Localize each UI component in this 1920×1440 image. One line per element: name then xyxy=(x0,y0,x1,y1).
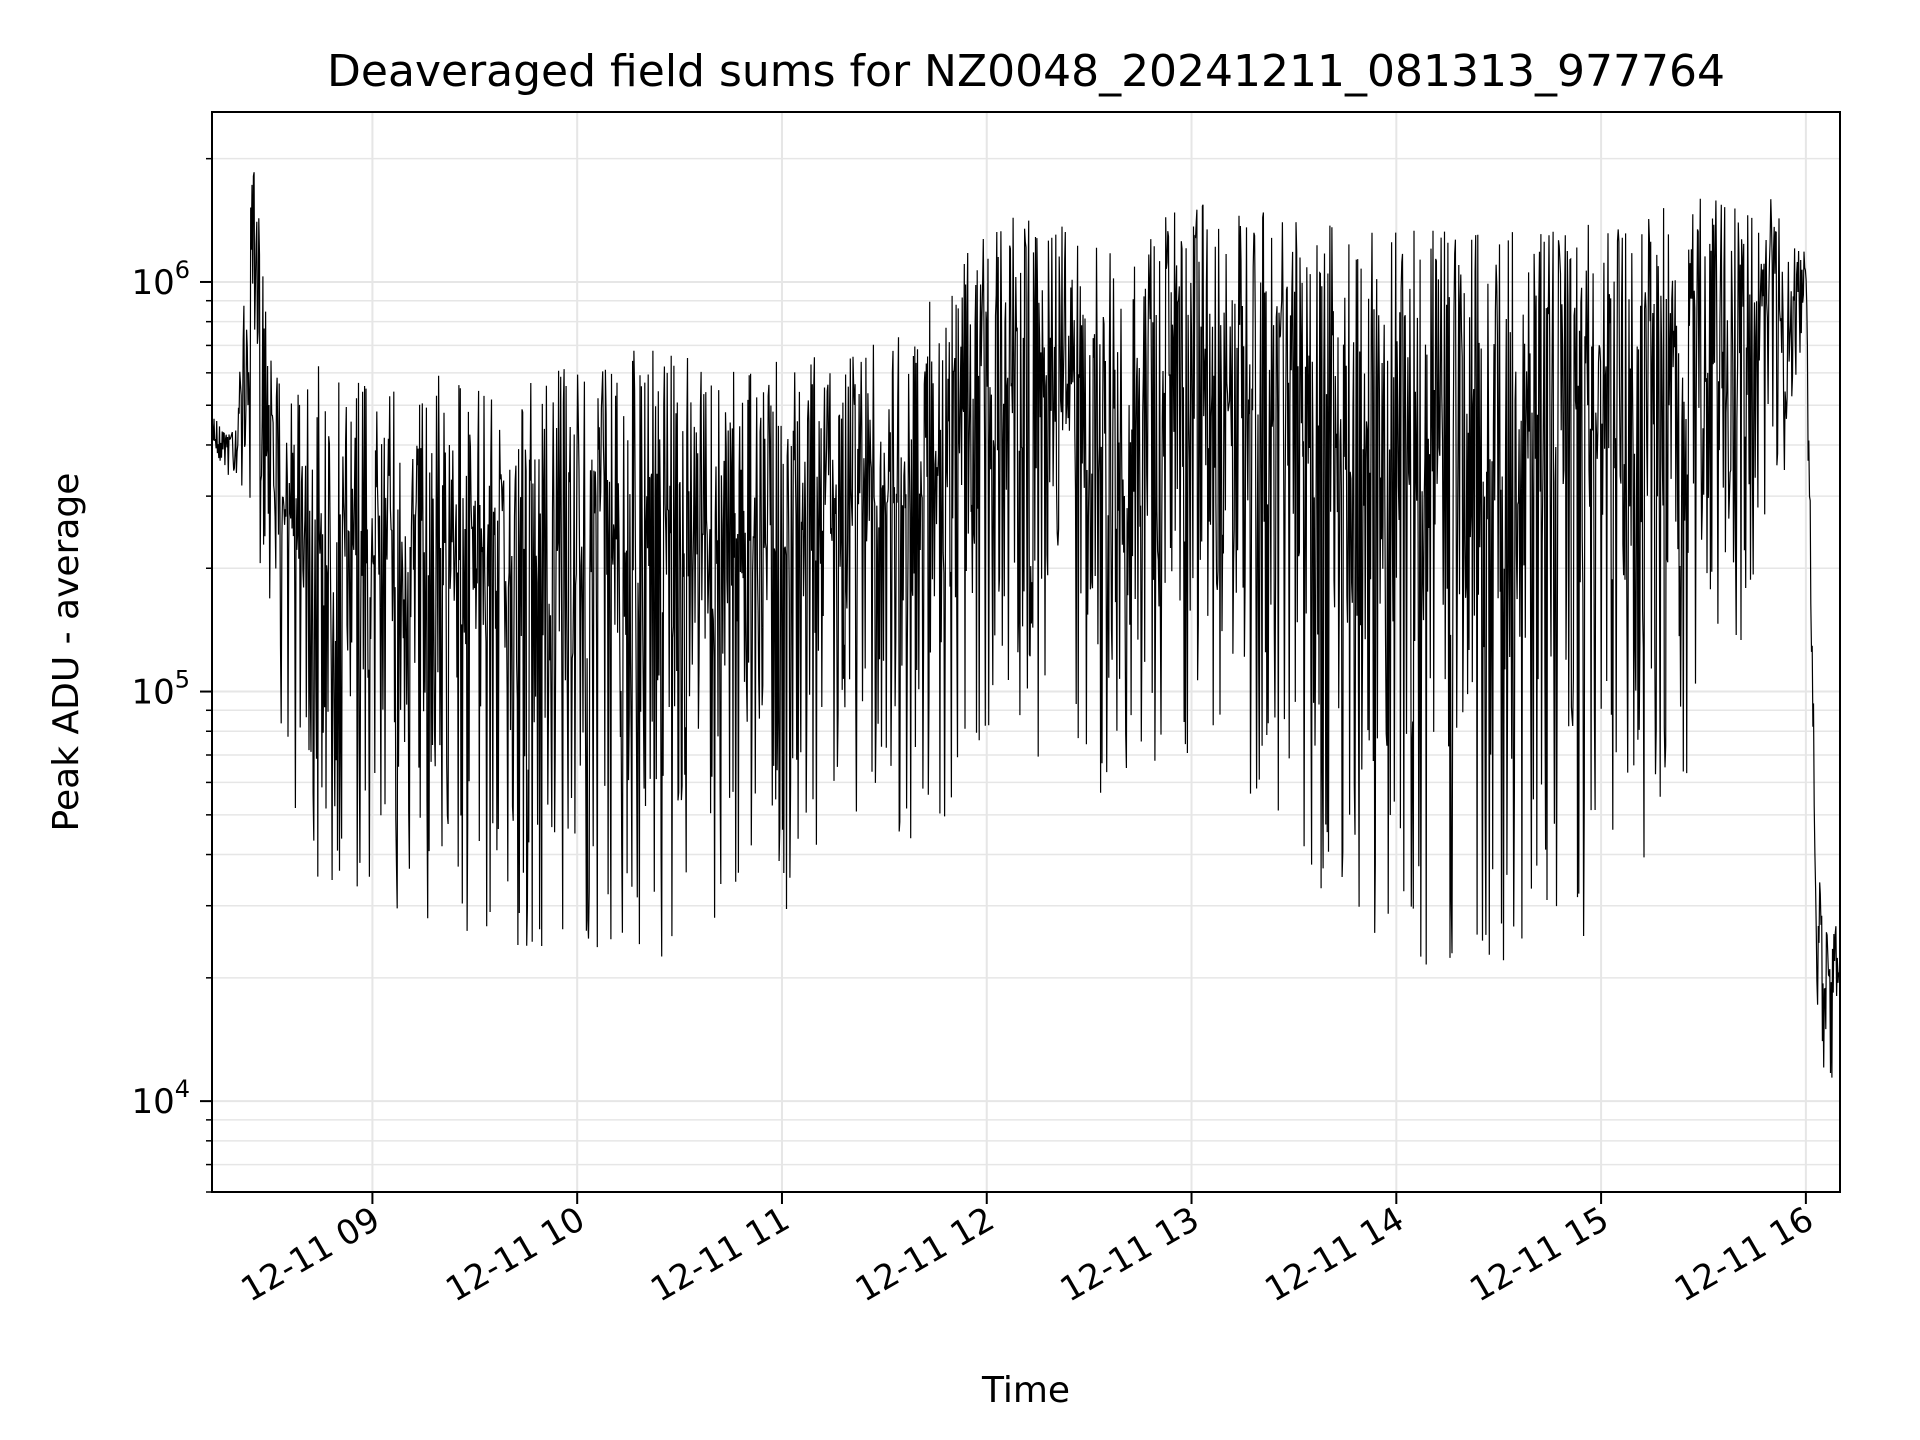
x-axis-label: Time xyxy=(981,1370,1070,1411)
y-tick-label: 106 xyxy=(131,256,190,303)
series-line xyxy=(211,172,1841,1078)
plot-frame xyxy=(211,111,1841,1193)
chart-title: Deaveraged field sums for NZ0048_2024121… xyxy=(327,46,1725,97)
data-series xyxy=(211,172,1841,1078)
y-tick-label: 104 xyxy=(131,1075,190,1122)
y-axis-label: Peak ADU - average xyxy=(46,473,87,832)
y-tick-label: 105 xyxy=(131,666,190,713)
